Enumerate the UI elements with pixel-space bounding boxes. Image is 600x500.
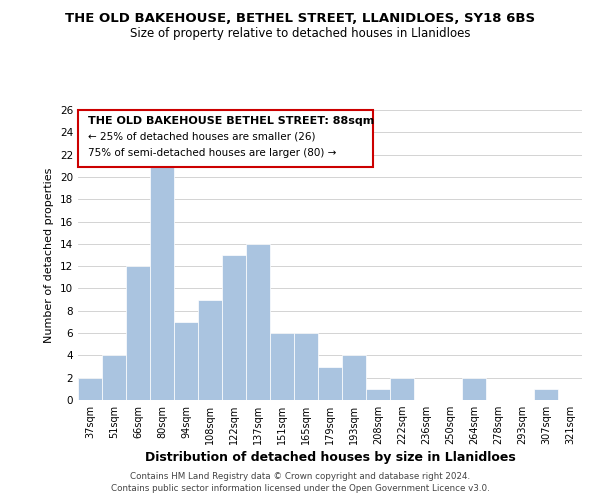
Bar — [222, 255, 246, 400]
Text: 75% of semi-detached houses are larger (80) →: 75% of semi-detached houses are larger (… — [88, 148, 337, 158]
Text: THE OLD BAKEHOUSE BETHEL STREET: 88sqm: THE OLD BAKEHOUSE BETHEL STREET: 88sqm — [88, 116, 374, 126]
Bar — [390, 378, 414, 400]
Text: Contains public sector information licensed under the Open Government Licence v3: Contains public sector information licen… — [110, 484, 490, 493]
Bar — [534, 389, 558, 400]
Bar — [102, 356, 126, 400]
Text: Contains HM Land Registry data © Crown copyright and database right 2024.: Contains HM Land Registry data © Crown c… — [130, 472, 470, 481]
Bar — [462, 378, 486, 400]
X-axis label: Distribution of detached houses by size in Llanidloes: Distribution of detached houses by size … — [145, 452, 515, 464]
Bar — [150, 166, 174, 400]
Bar — [318, 366, 342, 400]
Bar — [294, 333, 318, 400]
Bar — [246, 244, 270, 400]
Text: ← 25% of detached houses are smaller (26): ← 25% of detached houses are smaller (26… — [88, 131, 316, 141]
Bar — [78, 378, 102, 400]
Text: THE OLD BAKEHOUSE, BETHEL STREET, LLANIDLOES, SY18 6BS: THE OLD BAKEHOUSE, BETHEL STREET, LLANID… — [65, 12, 535, 26]
Bar — [126, 266, 150, 400]
Bar — [342, 356, 366, 400]
Bar — [198, 300, 222, 400]
Y-axis label: Number of detached properties: Number of detached properties — [44, 168, 55, 342]
Bar — [174, 322, 198, 400]
FancyBboxPatch shape — [78, 110, 373, 166]
Bar — [366, 389, 390, 400]
Text: Size of property relative to detached houses in Llanidloes: Size of property relative to detached ho… — [130, 28, 470, 40]
Bar — [270, 333, 294, 400]
